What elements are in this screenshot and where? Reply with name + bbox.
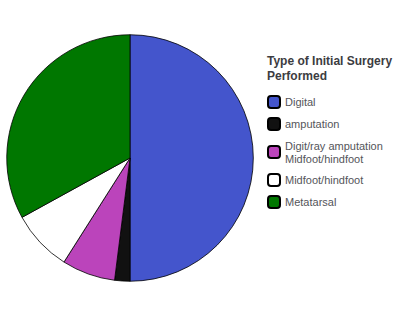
svg-text:Digital: Digital <box>285 96 316 108</box>
svg-text:Digit/ray amputation: Digit/ray amputation <box>285 140 383 152</box>
svg-text:Midfoot/hindfoot: Midfoot/hindfoot <box>285 153 363 165</box>
svg-text:Midfoot/hindfoot: Midfoot/hindfoot <box>285 174 363 186</box>
svg-text:Metatarsal: Metatarsal <box>285 196 336 208</box>
svg-text:Type of Initial Surgery: Type of Initial Surgery <box>267 54 392 68</box>
svg-text:amputation: amputation <box>285 118 339 130</box>
svg-text:Performed: Performed <box>267 69 327 83</box>
